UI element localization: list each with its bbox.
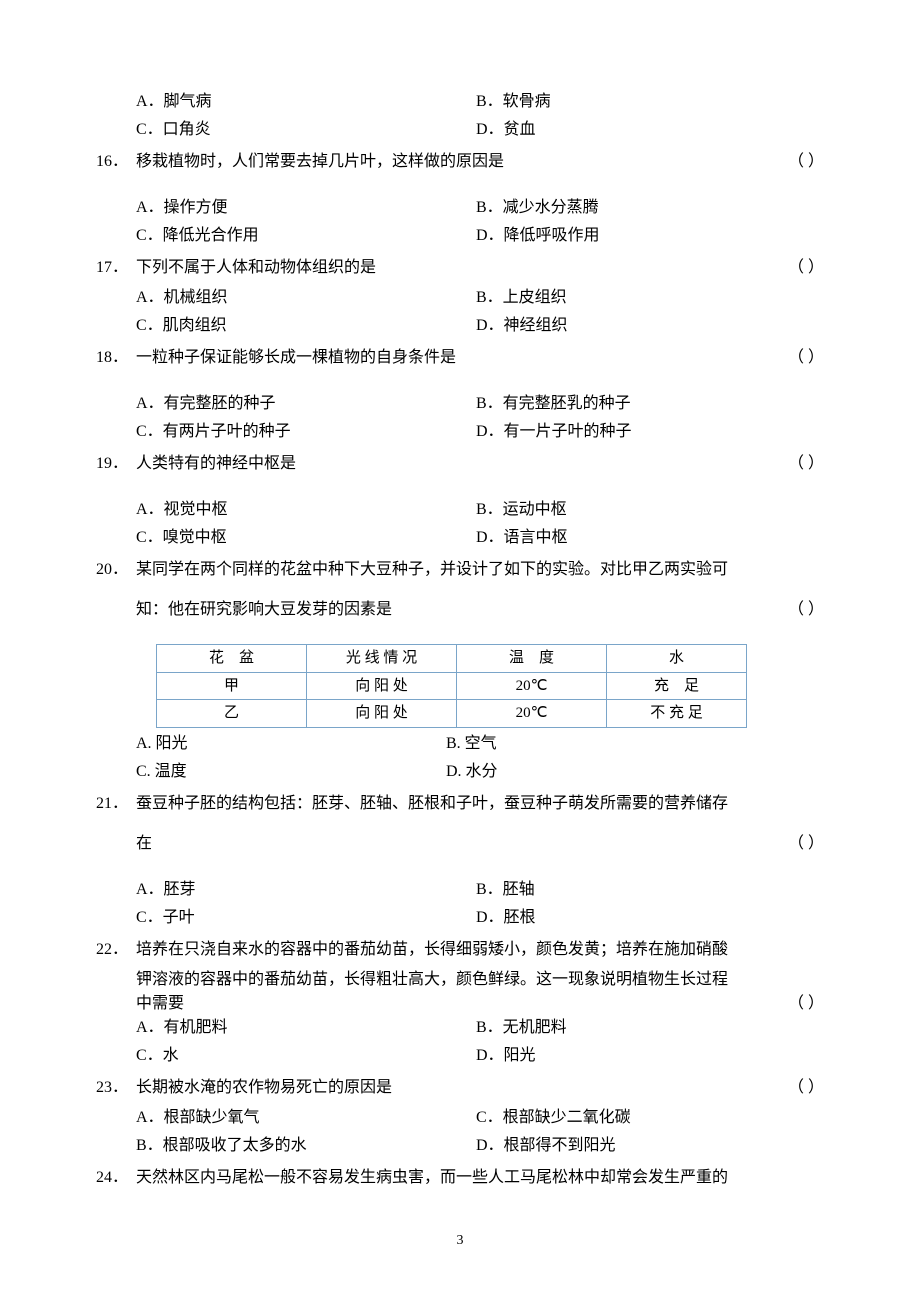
option-d: D．降低呼吸作用 [476,224,816,248]
answer-blank: （ ） [764,256,824,280]
question-15-options: A．脚气病 B．软骨病 C．口角炎 D．贫血 [96,90,824,142]
table-header: 光 线 情 况 [307,645,457,673]
option-b: B. 空气 [446,732,497,756]
option-d: D．胚根 [476,906,816,930]
answer-blank: （ ） [764,832,824,856]
question-stem: 移栽植物时，人们常要去掉几片叶，这样做的原因是 [136,150,764,174]
question-stem: 某同学在两个同样的花盆中种下大豆种子，并设计了如下的实验。对比甲乙两实验可 [136,558,824,582]
table-cell: 充 足 [607,672,747,700]
option-d: D．贫血 [476,118,816,142]
question-stem: 人类特有的神经中枢是 [136,452,764,476]
answer-blank: （ ） [764,346,824,370]
question-stem-continuation: 在 [136,832,764,856]
question-stem: 下列不属于人体和动物体组织的是 [136,256,764,280]
table-header: 水 [607,645,747,673]
table-cell: 乙 [157,700,307,728]
table-row: 乙 向 阳 处 20℃ 不 充 足 [157,700,747,728]
answer-blank: （ ） [764,150,824,174]
option-c: C．口角炎 [136,118,476,142]
question-number: 24． [96,1166,136,1190]
question-number: 20． [96,558,136,582]
option-b: B．软骨病 [476,90,816,114]
question-number: 19． [96,452,136,476]
table-header-row: 花 盆 光 线 情 况 温 度 水 [157,645,747,673]
question-23: 23． 长期被水淹的农作物易死亡的原因是 （ ） A．根部缺少氧气 C．根部缺少… [96,1076,824,1158]
page-number: 3 [96,1230,824,1251]
question-number: 22． [96,938,136,962]
table-cell: 20℃ [457,672,607,700]
question-number: 18． [96,346,136,370]
option-a: A．有机肥料 [136,1016,476,1040]
option-a: A．根部缺少氧气 [136,1106,476,1130]
option-d: D．神经组织 [476,314,816,338]
question-24: 24． 天然林区内马尾松一般不容易发生病虫害，而一些人工马尾松林中却常会发生严重… [96,1166,824,1190]
question-stem: 天然林区内马尾松一般不容易发生病虫害，而一些人工马尾松林中却常会发生严重的 [136,1166,824,1190]
table-cell: 甲 [157,672,307,700]
option-a: A．胚芽 [136,878,476,902]
question-number: 23． [96,1076,136,1100]
option-a: A. 阳光 [136,732,446,756]
option-b: B．减少水分蒸腾 [476,196,816,220]
question-19: 19． 人类特有的神经中枢是 （ ） A．视觉中枢 B．运动中枢 C．嗅觉中枢 … [96,452,824,550]
question-stem: 培养在只浇自来水的容器中的番茄幼苗，长得细弱矮小，颜色发黄；培养在施加硝酸 [136,938,824,962]
question-16: 16． 移栽植物时，人们常要去掉几片叶，这样做的原因是 （ ） A．操作方便 B… [96,150,824,248]
experiment-table: 花 盆 光 线 情 况 温 度 水 甲 向 阳 处 20℃ 充 足 乙 向 阳 … [96,644,824,728]
question-number: 16． [96,150,136,174]
answer-blank: （ ） [764,452,824,476]
option-c: C．根部缺少二氧化碳 [476,1106,816,1130]
option-b: B．上皮组织 [476,286,816,310]
table-cell: 20℃ [457,700,607,728]
option-a: A．操作方便 [136,196,476,220]
question-stem-continuation: 知：他在研究影响大豆发芽的因素是 [136,598,764,622]
option-d: D. 水分 [446,760,498,784]
option-c: C．子叶 [136,906,476,930]
option-c: C．降低光合作用 [136,224,476,248]
question-number: 17． [96,256,136,280]
table-header: 花 盆 [157,645,307,673]
table-header: 温 度 [457,645,607,673]
option-b: B．无机肥料 [476,1016,816,1040]
option-c: C．有两片子叶的种子 [136,420,476,444]
option-a: A．视觉中枢 [136,498,476,522]
option-c: C. 温度 [136,760,446,784]
option-a: A．机械组织 [136,286,476,310]
option-c: C．水 [136,1044,476,1068]
table-row: 甲 向 阳 处 20℃ 充 足 [157,672,747,700]
question-number: 21． [96,792,136,816]
option-b: B．有完整胚乳的种子 [476,392,816,416]
answer-blank: （ ） [764,598,824,622]
option-d: D．阳光 [476,1044,816,1068]
option-d: D．根部得不到阳光 [476,1134,816,1158]
question-stem: 蚕豆种子胚的结构包括：胚芽、胚轴、胚根和子叶，蚕豆种子萌发所需要的营养储存 [136,792,824,816]
question-stem: 一粒种子保证能够长成一棵植物的自身条件是 [136,346,764,370]
option-c: C．嗅觉中枢 [136,526,476,550]
option-d: D．语言中枢 [476,526,816,550]
option-d: D．有一片子叶的种子 [476,420,816,444]
question-22: 22． 培养在只浇自来水的容器中的番茄幼苗，长得细弱矮小，颜色发黄；培养在施加硝… [96,938,824,1068]
option-c: C．肌肉组织 [136,314,476,338]
option-a: A．有完整胚的种子 [136,392,476,416]
question-20: 20． 某同学在两个同样的花盆中种下大豆种子，并设计了如下的实验。对比甲乙两实验… [96,558,824,784]
answer-blank: （ ） [764,992,824,1016]
option-b: B．运动中枢 [476,498,816,522]
option-b: B．根部吸收了太多的水 [136,1134,476,1158]
table-cell: 向 阳 处 [307,700,457,728]
table-cell: 向 阳 处 [307,672,457,700]
answer-blank: （ ） [764,1076,824,1100]
question-18: 18． 一粒种子保证能够长成一棵植物的自身条件是 （ ） A．有完整胚的种子 B… [96,346,824,444]
option-a: A．脚气病 [136,90,476,114]
question-stem-continuation: 钾溶液的容器中的番茄幼苗，长得粗壮高大，颜色鲜绿。这一现象说明植物生长过程 [136,968,824,992]
question-17: 17． 下列不属于人体和动物体组织的是 （ ） A．机械组织 B．上皮组织 C．… [96,256,824,338]
question-stem-continuation: 中需要 [136,992,764,1016]
question-21: 21． 蚕豆种子胚的结构包括：胚芽、胚轴、胚根和子叶，蚕豆种子萌发所需要的营养储… [96,792,824,930]
question-stem: 长期被水淹的农作物易死亡的原因是 [136,1076,764,1100]
table-cell: 不 充 足 [607,700,747,728]
option-b: B．胚轴 [476,878,816,902]
